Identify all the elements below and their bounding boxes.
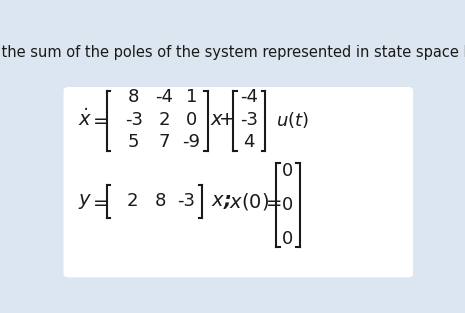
Text: 7: 7 xyxy=(159,133,170,151)
Text: -9: -9 xyxy=(182,133,200,151)
Text: 0: 0 xyxy=(282,162,293,180)
Text: $=$: $=$ xyxy=(89,110,110,129)
Text: -3: -3 xyxy=(125,110,143,129)
Text: $x(0)$: $x(0)$ xyxy=(229,191,269,212)
Text: 0: 0 xyxy=(282,196,293,214)
Text: -3: -3 xyxy=(240,110,258,129)
Text: -4: -4 xyxy=(155,88,173,105)
Text: $x$;: $x$; xyxy=(211,192,232,211)
Text: 5: 5 xyxy=(128,133,140,151)
Text: 4: 4 xyxy=(243,133,255,151)
Text: $x$: $x$ xyxy=(210,110,224,129)
Text: $=$: $=$ xyxy=(262,192,282,211)
Text: 0: 0 xyxy=(186,110,197,129)
Text: $=$: $=$ xyxy=(89,192,110,211)
Text: $u(t)$: $u(t)$ xyxy=(276,110,309,130)
Text: $\dot{x}$: $\dot{x}$ xyxy=(78,109,92,130)
Text: $y$: $y$ xyxy=(78,192,92,211)
Text: 8: 8 xyxy=(155,192,166,210)
Text: 2: 2 xyxy=(126,192,138,210)
Text: -3: -3 xyxy=(177,192,195,210)
FancyBboxPatch shape xyxy=(64,87,413,277)
Text: 8: 8 xyxy=(128,88,140,105)
Text: $+$: $+$ xyxy=(218,110,234,129)
Text: 1: 1 xyxy=(186,88,197,105)
Text: 2: 2 xyxy=(159,110,170,129)
Text: Find the sum of the poles of the system represented in state space below.: Find the sum of the poles of the system … xyxy=(0,45,465,60)
Text: 0: 0 xyxy=(282,230,293,248)
Text: -4: -4 xyxy=(240,88,258,105)
